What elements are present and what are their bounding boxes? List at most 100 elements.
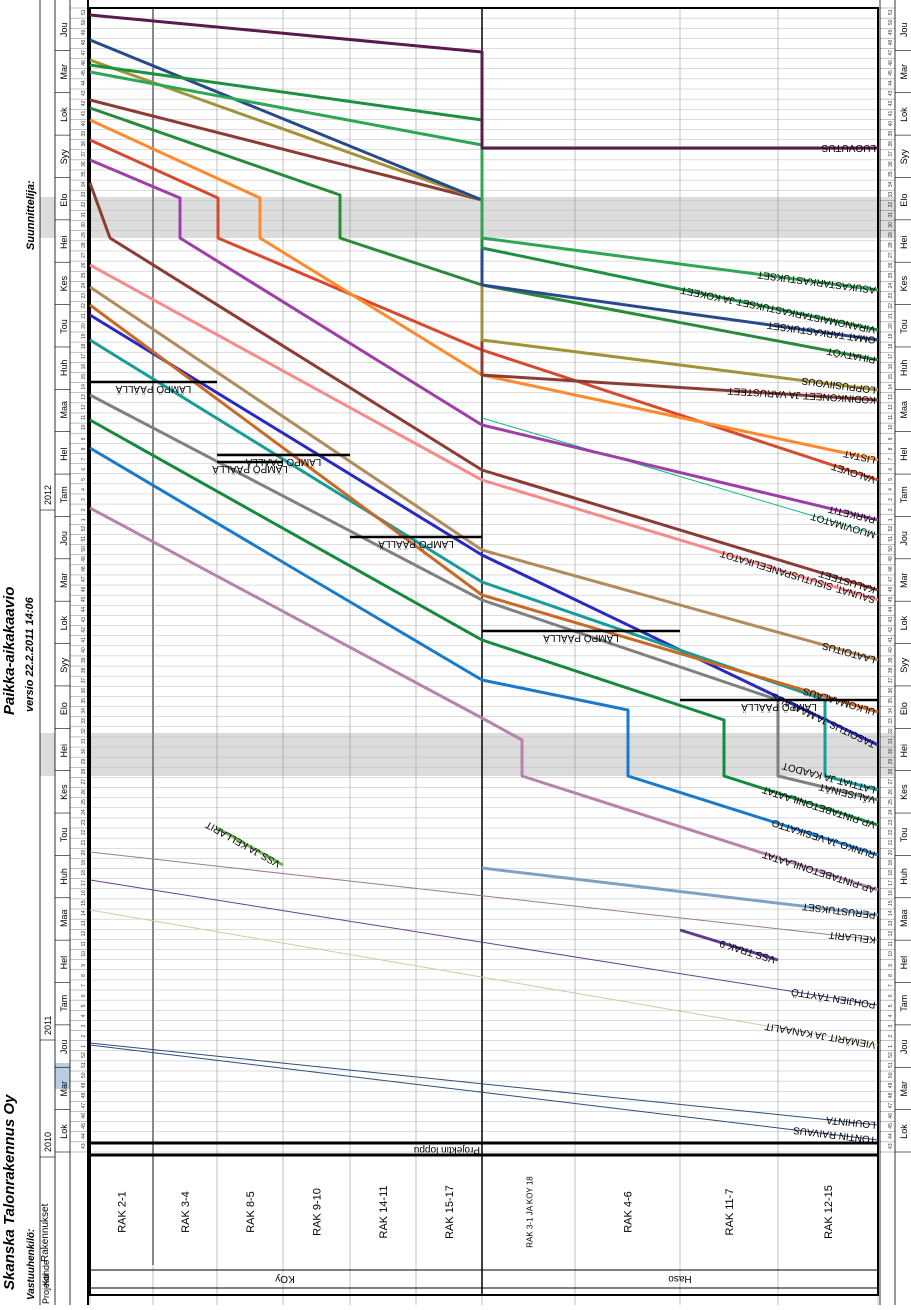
week-number-right: 23 [888, 293, 894, 299]
week-number: 24 [81, 283, 87, 289]
week-number-right: 29 [888, 758, 894, 764]
site-label: KOy [275, 1273, 294, 1284]
month-label: Hei [59, 744, 69, 758]
month-label: Lok [59, 615, 69, 630]
week-number: 49 [81, 30, 87, 36]
month-label: Elo [59, 194, 69, 207]
month-label-right: Mar [899, 1081, 909, 1097]
week-number: 31 [81, 212, 87, 218]
week-number-right: 31 [888, 212, 894, 218]
year-label: 2012 [43, 485, 53, 505]
building-label: RAK 3-4 [180, 1191, 192, 1233]
series-luovutus-label: LUOVUTUS [821, 142, 876, 153]
month-label-right: Lok [899, 615, 909, 630]
month-label-right: Tou [899, 319, 909, 334]
series-kalusteet [88, 182, 879, 592]
week-number-right: 27 [888, 779, 894, 785]
week-number-right: 10 [888, 424, 894, 430]
month-label-right: Jou [899, 1040, 909, 1055]
week-number-right: 33 [888, 192, 894, 198]
week-number: 46 [81, 1113, 87, 1119]
week-number: 11 [81, 941, 87, 946]
week-number-right: 43 [888, 1143, 894, 1149]
project-end-label: Projektin loppu [414, 1144, 480, 1155]
week-number-right: 36 [888, 161, 894, 167]
week-number: 35 [81, 171, 87, 177]
week-number: 26 [81, 262, 87, 268]
week-number-right: 47 [888, 576, 894, 582]
week-number-right: 22 [888, 829, 894, 835]
building-label: RAK 11-7 [724, 1189, 736, 1236]
highlight-month [55, 1063, 70, 1089]
week-number-right: 26 [888, 789, 894, 795]
week-number: 47 [81, 1103, 87, 1109]
week-number: 6 [81, 468, 87, 471]
week-number: 21 [81, 839, 87, 845]
month-label-right: Hel [899, 956, 909, 970]
week-number: 40 [81, 647, 87, 653]
week-number: 31 [81, 738, 87, 744]
week-number-right: 41 [888, 111, 894, 117]
week-number: 9 [81, 437, 87, 440]
week-number-right: 23 [888, 819, 894, 825]
week-number: 33 [81, 718, 87, 724]
week-number-right: 24 [888, 809, 894, 815]
series-asukastarkastukset [89, 70, 879, 292]
building-label: RAK 8-5 [245, 1191, 257, 1233]
series-tasoitus-ja-maalaus [89, 313, 879, 747]
week-number: 14 [81, 384, 87, 390]
week-number-right: 44 [888, 607, 894, 613]
series-luovutus [89, 13, 878, 150]
series-valovet [89, 138, 879, 482]
month-label: Tam [59, 486, 69, 503]
month-label: Mar [59, 572, 69, 588]
week-number-right: 19 [888, 333, 894, 339]
week-number: 38 [81, 141, 87, 147]
week-number-right: 37 [888, 677, 894, 683]
week-number-right: 48 [888, 40, 894, 46]
chart-frame [89, 7, 879, 1296]
week-number: 29 [81, 232, 87, 238]
month-label-right: Maa [899, 909, 909, 927]
week-number: 46 [81, 60, 87, 66]
week-number: 32 [81, 728, 87, 734]
week-number-right: 37 [888, 151, 894, 157]
month-label-right: Syy [899, 149, 909, 165]
week-number: 37 [81, 677, 87, 683]
week-number: 42 [81, 627, 87, 633]
week-number-right: 20 [888, 323, 894, 329]
week-number-right: 35 [888, 698, 894, 704]
week-number-right: 15 [888, 374, 894, 380]
week-number-right: 30 [888, 748, 894, 754]
week-number: 17 [81, 880, 87, 886]
week-number: 51 [81, 536, 87, 542]
week-number: 43 [81, 617, 87, 623]
month-label-right: Hei [899, 236, 909, 250]
week-number-right: 25 [888, 799, 894, 805]
week-number-right: 13 [888, 394, 894, 400]
month-label: Hel [59, 447, 69, 461]
week-number-right: 19 [888, 860, 894, 866]
week-number: 18 [81, 343, 87, 349]
year-label: 2010 [43, 1132, 53, 1152]
week-number: 18 [81, 870, 87, 876]
week-number-right: 36 [888, 688, 894, 694]
week-number: 21 [81, 313, 87, 319]
week-number-right: 39 [888, 657, 894, 663]
week-number: 37 [81, 151, 87, 157]
week-number-right: 9 [888, 437, 894, 440]
series-vss-ja-kellarit [216, 826, 284, 867]
month-label-right: Syy [899, 657, 909, 673]
series-saunat-sisutuspaneelikatot [89, 263, 879, 602]
month-label-right: Maa [899, 401, 909, 419]
month-label: Jou [59, 23, 69, 38]
week-number: 5 [81, 1004, 87, 1007]
month-label-right: Mar [899, 64, 909, 80]
week-number-right: 1 [888, 1045, 894, 1048]
month-label: Kes [59, 275, 69, 291]
milestone-label: LÄMPÖ PÄÄLLÄ [115, 383, 191, 395]
week-number-right: 13 [888, 920, 894, 926]
week-number: 50 [81, 19, 87, 25]
week-number: 1 [81, 518, 87, 521]
week-number: 15 [81, 900, 87, 906]
